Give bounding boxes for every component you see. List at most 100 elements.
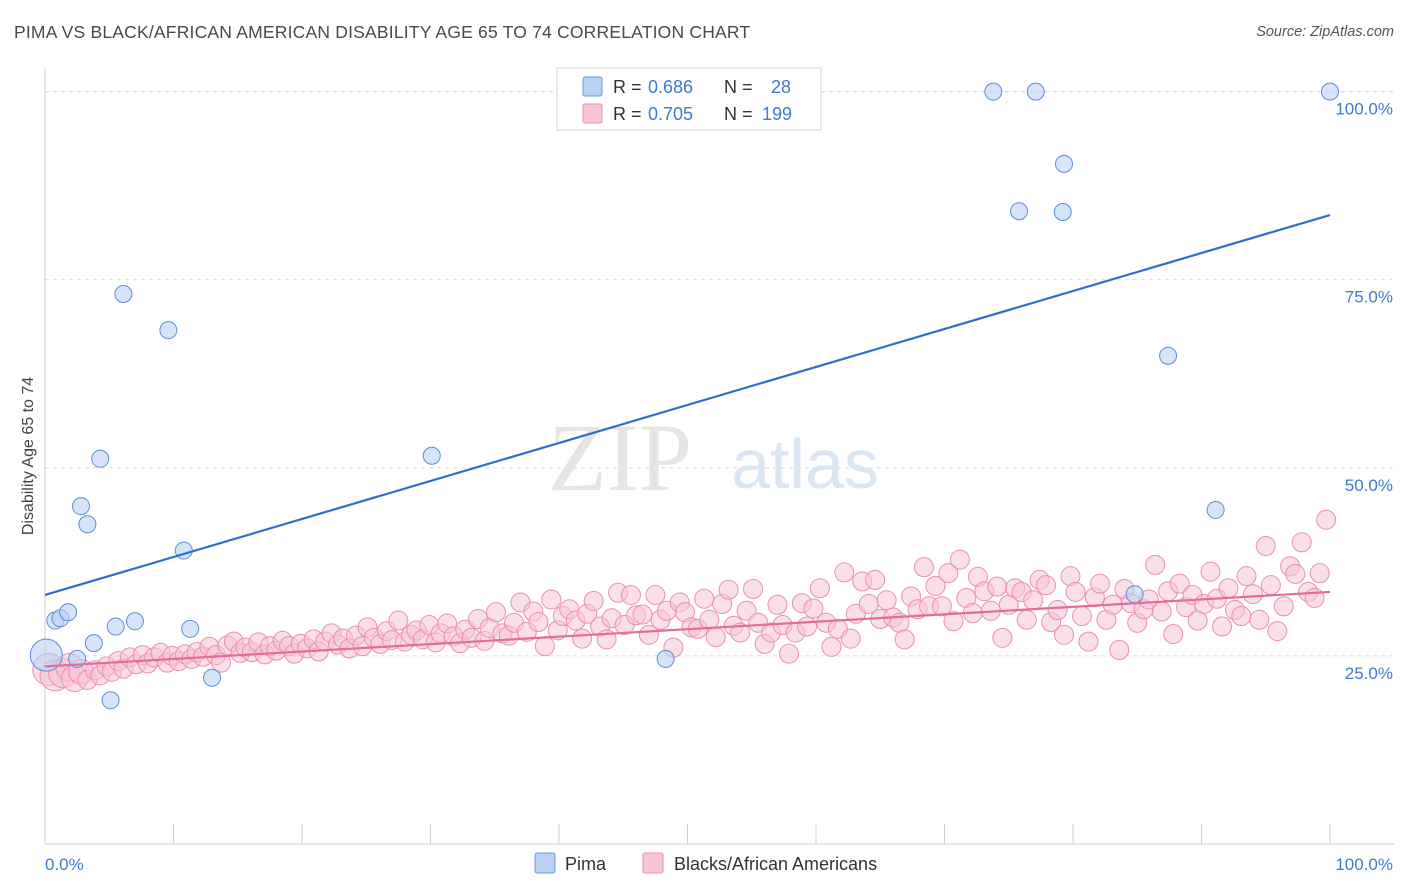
- point-black-140: [894, 629, 915, 650]
- legend-bottom: Pima Blacks/African Americans: [534, 852, 877, 874]
- point-pima-5: [71, 497, 90, 516]
- chart-title: PIMA VS BLACK/AFRICAN AMERICAN DISABILIT…: [14, 22, 751, 42]
- point-black-115: [743, 578, 764, 599]
- point-pima-23: [1053, 203, 1072, 221]
- point-pima-6: [78, 515, 97, 534]
- point-pima-27: [1321, 82, 1339, 101]
- gridlines: [45, 91, 1395, 657]
- point-pima-11: [114, 285, 133, 304]
- point-black-207: [1304, 587, 1325, 608]
- point-black-209: [1316, 509, 1337, 530]
- point-black-195: [1231, 606, 1252, 627]
- point-black-108: [699, 609, 720, 630]
- legend-bottom-black-swatch: [642, 852, 664, 874]
- point-black-89: [583, 590, 604, 611]
- point-black-131: [840, 628, 861, 649]
- y-tick-label-75: 75.0%: [1345, 288, 1393, 307]
- legend-bottom-black-label: Blacks/African Americans: [674, 854, 877, 874]
- point-black-205: [1291, 532, 1312, 553]
- point-black-81: [534, 636, 555, 657]
- point-black-113: [730, 622, 751, 643]
- point-black-201: [1267, 621, 1288, 642]
- watermark: ZIP atlas: [548, 404, 879, 511]
- point-pima-0: [29, 638, 63, 672]
- legend-pima-n-label: N =: [724, 77, 753, 97]
- point-black-146: [931, 596, 952, 617]
- point-black-202: [1273, 596, 1294, 617]
- point-pima-10: [106, 617, 125, 636]
- point-black-172: [1089, 573, 1110, 594]
- point-black-190: [1200, 561, 1221, 582]
- point-black-148: [943, 611, 964, 632]
- point-pima-18: [656, 649, 675, 668]
- point-black-124: [797, 616, 818, 637]
- legend-pima-n-value: 28: [771, 77, 791, 97]
- point-black-73: [486, 602, 507, 623]
- point-pima-9: [101, 691, 120, 710]
- legend-top: R = 0.686 N = 28 R = 0.705 N = 199: [556, 67, 822, 131]
- point-black-135: [865, 569, 886, 590]
- point-pima-22: [1055, 154, 1074, 173]
- point-pima-19: [984, 82, 1003, 101]
- point-black-137: [876, 590, 897, 611]
- point-pima-3: [59, 603, 78, 622]
- point-pima-17: [422, 446, 441, 465]
- legend-black-n-value: 199: [762, 104, 792, 124]
- series-pima-points: [29, 82, 1339, 710]
- point-black-166: [1054, 624, 1075, 645]
- point-black-109: [705, 627, 726, 648]
- point-black-198: [1249, 609, 1270, 630]
- point-black-193: [1218, 578, 1239, 599]
- watermark-atlas: atlas: [731, 425, 879, 503]
- point-black-161: [1023, 590, 1044, 611]
- legend-black-n-label: N =: [724, 104, 753, 124]
- point-pima-21: [1010, 202, 1029, 221]
- point-pima-12: [125, 612, 144, 631]
- point-black-208: [1309, 563, 1330, 584]
- point-pima-13: [159, 321, 178, 340]
- point-black-121: [779, 643, 800, 664]
- point-black-97: [632, 604, 653, 625]
- point-black-163: [1036, 575, 1057, 596]
- point-black-128: [821, 636, 842, 657]
- point-black-143: [913, 557, 934, 578]
- point-black-130: [834, 562, 855, 583]
- point-black-192: [1212, 616, 1233, 637]
- point-black-111: [718, 579, 739, 600]
- trendline-pima: [44, 213, 1331, 597]
- legend-black-r-label: R =: [613, 104, 642, 124]
- point-pima-4: [68, 649, 87, 668]
- point-black-181: [1145, 554, 1166, 575]
- source-credit: Source: ZipAtlas.com: [1256, 24, 1394, 40]
- point-black-165: [1047, 600, 1068, 621]
- point-black-145: [925, 575, 946, 596]
- point-black-160: [1016, 609, 1037, 630]
- point-black-149: [949, 549, 970, 570]
- point-black-196: [1236, 566, 1257, 587]
- legend-pima-r-value: 0.686: [648, 77, 693, 97]
- point-black-119: [767, 594, 788, 615]
- point-black-175: [1109, 639, 1130, 660]
- y-tick-label-50: 50.0%: [1345, 476, 1393, 495]
- point-black-126: [809, 578, 830, 599]
- point-black-185: [1169, 573, 1190, 594]
- point-black-197: [1242, 584, 1263, 605]
- point-black-155: [987, 576, 1008, 597]
- y-tick-label-25: 25.0%: [1345, 664, 1393, 683]
- point-black-169: [1071, 606, 1092, 627]
- point-black-184: [1163, 624, 1184, 645]
- point-black-99: [645, 584, 666, 605]
- point-pima-24: [1125, 585, 1144, 604]
- point-pima-26: [1206, 500, 1225, 519]
- x-tick-marks: [44, 824, 1331, 844]
- point-black-82: [541, 589, 562, 610]
- point-black-107: [694, 588, 715, 609]
- point-black-28: [211, 652, 232, 673]
- point-black-87: [572, 628, 593, 649]
- point-pima-8: [91, 449, 110, 468]
- legend-black-r-value: 0.705: [648, 104, 693, 124]
- series-blacks-points: [32, 509, 1337, 693]
- point-pima-20: [1026, 82, 1045, 101]
- point-black-80: [528, 612, 549, 633]
